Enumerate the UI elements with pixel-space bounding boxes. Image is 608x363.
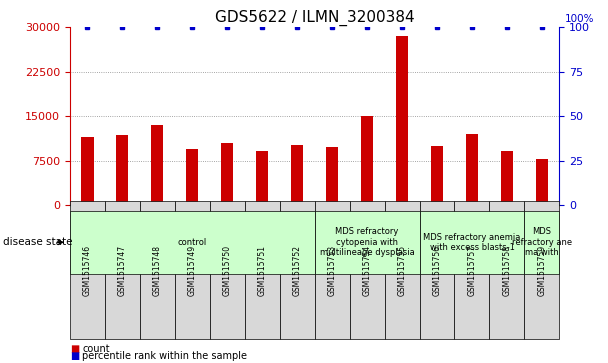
Text: GSM1515748: GSM1515748 xyxy=(153,245,162,296)
Text: control: control xyxy=(178,238,207,247)
Text: GSM1515757: GSM1515757 xyxy=(468,245,477,296)
Text: GSM1515756: GSM1515756 xyxy=(432,245,441,296)
Bar xyxy=(151,125,164,205)
Text: GSM1515747: GSM1515747 xyxy=(118,245,127,296)
Bar xyxy=(256,151,268,205)
Text: ■: ■ xyxy=(70,351,79,361)
Bar xyxy=(291,144,303,205)
Text: GSM1515751: GSM1515751 xyxy=(258,245,267,296)
Text: GSM1515752: GSM1515752 xyxy=(292,245,302,296)
Text: GSM1515758: GSM1515758 xyxy=(502,245,511,296)
Bar xyxy=(186,149,198,205)
Text: MDS refractory
cytopenia with
multilineage dysplasia: MDS refractory cytopenia with multilinea… xyxy=(320,227,415,257)
Text: percentile rank within the sample: percentile rank within the sample xyxy=(82,351,247,361)
Text: GSM1515750: GSM1515750 xyxy=(223,245,232,296)
Bar xyxy=(221,143,233,205)
Bar xyxy=(326,147,338,205)
Bar xyxy=(396,36,408,205)
Text: GSM1515754: GSM1515754 xyxy=(362,245,371,296)
Text: count: count xyxy=(82,344,109,354)
Bar xyxy=(466,134,478,205)
Bar xyxy=(536,159,548,205)
Text: GSM1515755: GSM1515755 xyxy=(398,245,407,296)
Text: disease state: disease state xyxy=(3,237,72,247)
Bar xyxy=(116,135,128,205)
Bar xyxy=(431,146,443,205)
Bar xyxy=(501,151,513,205)
Bar xyxy=(361,116,373,205)
Text: GSM1515759: GSM1515759 xyxy=(537,245,547,296)
Bar xyxy=(81,137,94,205)
Text: 100%: 100% xyxy=(565,15,595,24)
Text: GSM1515746: GSM1515746 xyxy=(83,245,92,296)
Text: MDS refractory anemia
with excess blasts-1: MDS refractory anemia with excess blasts… xyxy=(423,233,520,252)
Title: GDS5622 / ILMN_3200384: GDS5622 / ILMN_3200384 xyxy=(215,10,415,26)
Text: GSM1515753: GSM1515753 xyxy=(328,245,337,296)
Text: ■: ■ xyxy=(70,344,79,354)
Text: GSM1515749: GSM1515749 xyxy=(188,245,197,296)
Text: MDS
refractory ane
ma with: MDS refractory ane ma with xyxy=(512,227,572,257)
